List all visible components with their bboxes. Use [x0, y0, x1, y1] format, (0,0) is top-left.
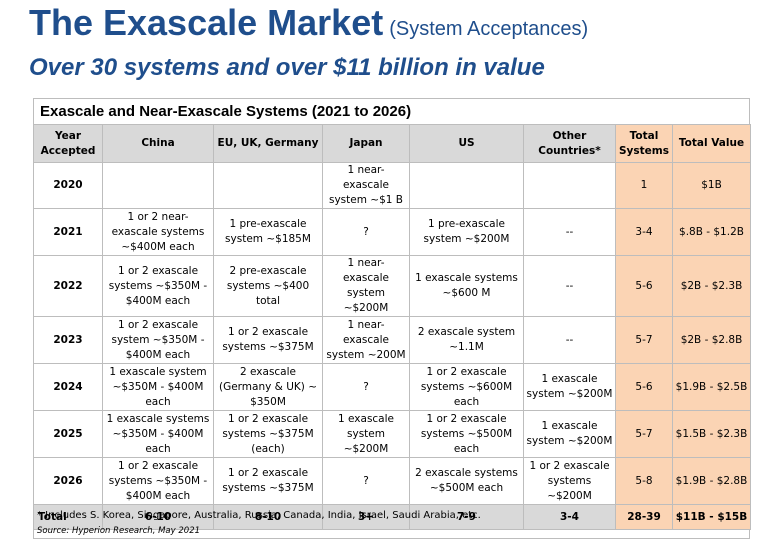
col-header: Year Accepted — [33, 124, 103, 163]
cell-us: 1 pre-exascale system ~$200M — [409, 208, 524, 256]
cell-total-value: $2B - $2.8B — [672, 316, 751, 364]
cell-china: 1 or 2 exascale system ~$350M - $400M ea… — [102, 316, 214, 364]
cell-japan: 1 near-exascale system ~200M — [322, 316, 410, 364]
cell-total-systems: 5-8 — [615, 457, 673, 505]
cell-total-value: $.8B - $1.2B — [672, 208, 751, 256]
table-row: 2020 1 near-exascale system ~$1 B 1 $1B — [33, 162, 751, 209]
cell-us: 1 or 2 exascale systems ~$600M each — [409, 363, 524, 411]
total-us: 7-9 — [409, 504, 524, 530]
total-label: Total — [33, 504, 103, 530]
cell-china: 1 or 2 near-exascale systems ~$400M each — [102, 208, 214, 256]
col-header: Other Countries* — [523, 124, 616, 163]
cell-total-value: $1.5B - $2.3B — [672, 410, 751, 458]
table-row: 2021 1 or 2 near-exascale systems ~$400M… — [33, 208, 751, 256]
cell-total-systems: 5-6 — [615, 363, 673, 411]
cell-year: 2022 — [33, 255, 103, 317]
total-other: 3-4 — [523, 504, 616, 530]
col-header: China — [102, 124, 214, 163]
table-row: 2025 1 exascale systems ~$350M - $400M e… — [33, 410, 751, 458]
cell-other: 1 exascale system ~$200M — [523, 410, 616, 458]
table-row: 2022 1 or 2 exascale systems ~$350M - $4… — [33, 255, 751, 317]
cell-year: 2020 — [33, 162, 103, 209]
cell-year: 2021 — [33, 208, 103, 256]
cell-china — [102, 162, 214, 209]
cell-other: -- — [523, 208, 616, 256]
cell-japan: 1 near-exascale system ~$1 B — [322, 162, 410, 209]
cell-china: 1 or 2 exascale systems ~$350M - $400M e… — [102, 255, 214, 317]
cell-total-systems: 1 — [615, 162, 673, 209]
cell-other: 1 exascale system ~$200M — [523, 363, 616, 411]
cell-us: 2 exascale systems ~$500M each — [409, 457, 524, 505]
cell-eu: 1 or 2 exascale systems ~$375M (each) — [213, 410, 323, 458]
cell-japan: 1 near-exascale system ~$200M — [322, 255, 410, 317]
exascale-table: Year Accepted China EU, UK, Germany Japa… — [33, 124, 751, 530]
title-note: (System Acceptances) — [389, 18, 589, 40]
col-header: Japan — [322, 124, 410, 163]
source-note: Source: Hyperion Research, May 2021 — [37, 526, 201, 536]
table-row: 2026 1 or 2 exascale systems ~$350M - $4… — [33, 457, 751, 505]
cell-total-value: $1.9B - $2.5B — [672, 363, 751, 411]
cell-other: -- — [523, 255, 616, 317]
title-main: The Exascale Market — [29, 2, 384, 43]
cell-china: 1 exascale systems ~$350M - $400M each — [102, 410, 214, 458]
cell-other: 1 or 2 exascale systems ~$200M — [523, 457, 616, 505]
cell-eu: 1 or 2 exascale systems ~$375M — [213, 316, 323, 364]
cell-total-systems: 5-6 — [615, 255, 673, 317]
cell-eu — [213, 162, 323, 209]
page-subtitle: Over 30 systems and over $11 billion in … — [29, 54, 545, 81]
header-row: Year Accepted China EU, UK, Germany Japa… — [33, 124, 751, 163]
cell-year: 2024 — [33, 363, 103, 411]
table-row: 2023 1 or 2 exascale system ~$350M - $40… — [33, 316, 751, 364]
cell-china: 1 or 2 exascale systems ~$350M - $400M e… — [102, 457, 214, 505]
cell-total-value: $2B - $2.3B — [672, 255, 751, 317]
cell-eu: 1 or 2 exascale systems ~$375M — [213, 457, 323, 505]
cell-japan: ? — [322, 457, 410, 505]
col-header: Total Systems — [615, 124, 673, 163]
page-title: The Exascale Market (System Acceptances) — [29, 2, 588, 44]
table-row: 2024 1 exascale system ~$350M - $400M ea… — [33, 363, 751, 411]
total-value: $11B - $15B — [672, 504, 751, 530]
cell-japan: 1 exascale system ~$200M — [322, 410, 410, 458]
cell-japan: ? — [322, 363, 410, 411]
cell-us: 1 or 2 exascale systems ~$500M each — [409, 410, 524, 458]
cell-other — [523, 162, 616, 209]
cell-us — [409, 162, 524, 209]
col-header: US — [409, 124, 524, 163]
col-header: EU, UK, Germany — [213, 124, 323, 163]
cell-total-value: $1B — [672, 162, 751, 209]
cell-total-systems: 5-7 — [615, 410, 673, 458]
cell-total-systems: 3-4 — [615, 208, 673, 256]
cell-total-systems: 5-7 — [615, 316, 673, 364]
table-footnote: * Includes S. Korea, Singapore, Australi… — [37, 510, 481, 521]
cell-us: 1 exascale systems ~$600 M — [409, 255, 524, 317]
cell-total-value: $1.9B - $2.8B — [672, 457, 751, 505]
total-row: Total 6-10 8-10 3+ 7-9 3-4 28-39 $11B - … — [33, 504, 751, 530]
cell-year: 2026 — [33, 457, 103, 505]
cell-year: 2025 — [33, 410, 103, 458]
cell-us: 2 exascale system ~1.1M — [409, 316, 524, 364]
cell-eu: 2 pre-exascale systems ~$400 total — [213, 255, 323, 317]
col-header: Total Value — [672, 124, 751, 163]
cell-eu: 2 exascale (Germany & UK) ~ $350M — [213, 363, 323, 411]
cell-japan: ? — [322, 208, 410, 256]
cell-year: 2023 — [33, 316, 103, 364]
table-title: Exascale and Near-Exascale Systems (2021… — [40, 103, 412, 120]
cell-china: 1 exascale system ~$350M - $400M each — [102, 363, 214, 411]
cell-other: -- — [523, 316, 616, 364]
cell-eu: 1 pre-exascale system ~$185M — [213, 208, 323, 256]
total-japan: 3+ — [322, 504, 410, 530]
total-systems: 28-39 — [615, 504, 673, 530]
